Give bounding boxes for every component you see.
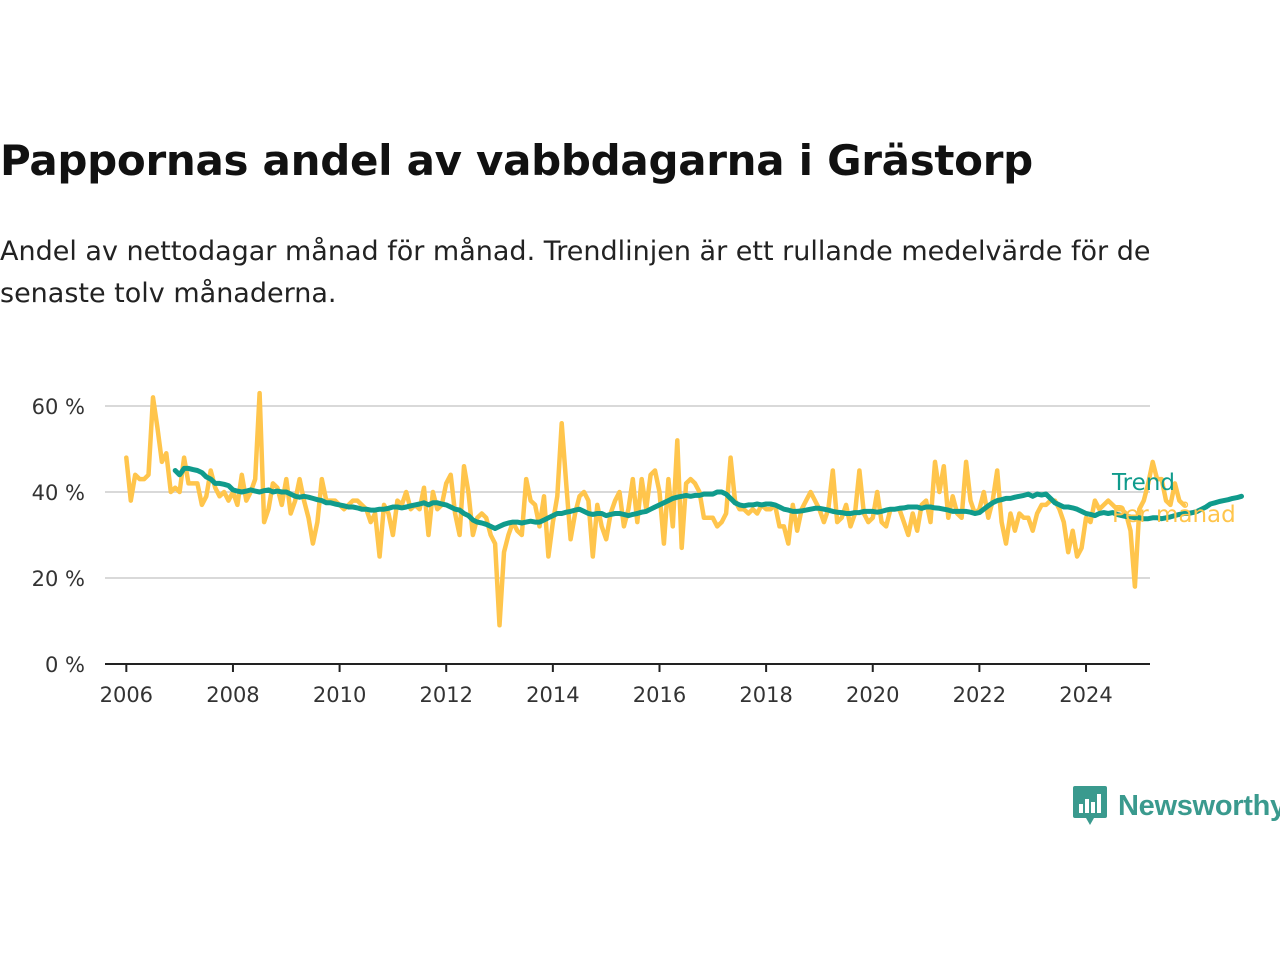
x-tick-label: 2012 [419,683,472,707]
y-tick-label: 0 % [45,653,85,677]
y-axis: 0 % 20 % 40 % 60 % [32,395,85,677]
y-tick-label: 60 % [32,395,85,419]
y-tick-label: 20 % [32,567,85,591]
chart-subtitle: Andel av nettodagar månad för månad. Tre… [0,236,1151,309]
newsworthy-logo-icon [1073,786,1107,825]
x-tick-label: 2006 [100,683,153,707]
x-tick-label: 2016 [633,683,686,707]
x-tick-label: 2008 [206,683,259,707]
chart-title: Pappornas andel av vabbdagarna i Grästor… [0,136,1033,185]
y-tick-label: 40 % [32,481,85,505]
x-tick-label: 2010 [313,683,366,707]
x-tick-label: 2024 [1059,683,1112,707]
series-lines [124,390,1244,628]
x-tick-label: 2018 [739,683,792,707]
monthly-line [124,390,1187,628]
series-labels: Trend Per månad [1111,470,1236,528]
series-label-trend: Trend [1111,470,1175,496]
x-tick-label: 2022 [953,683,1006,707]
trend-line [172,465,1244,531]
x-tick-label: 2020 [846,683,899,707]
brand-name: Newsworthy [1118,789,1280,822]
brand: Newsworthy [1072,785,1280,827]
x-tick-label: 2014 [526,683,579,707]
series-label-monthly: Per månad [1112,500,1236,528]
x-axis: 2006 2008 2010 2012 2014 2016 2018 2020 2022 2024 [100,663,1150,707]
